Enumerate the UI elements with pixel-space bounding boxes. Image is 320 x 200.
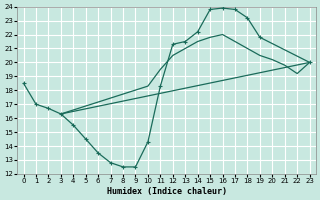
X-axis label: Humidex (Indice chaleur): Humidex (Indice chaleur) (107, 187, 227, 196)
